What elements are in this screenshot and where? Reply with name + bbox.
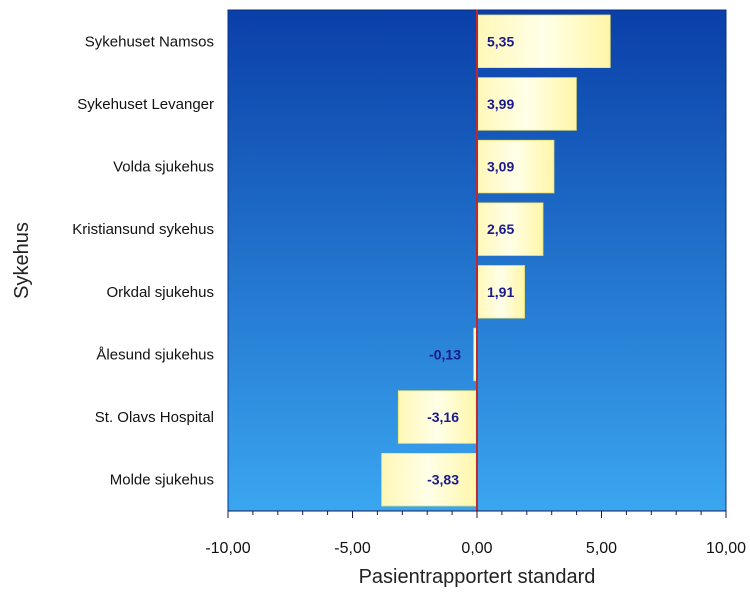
x-tick-label: -5,00 xyxy=(334,540,371,557)
data-labels: 5,35 3,99 3,09 2,65 1,91 -0,13 -3,16 -3,83 xyxy=(427,33,514,487)
data-label: 1,91 xyxy=(487,284,514,300)
bars-group xyxy=(381,14,611,507)
x-tick-label: 0,00 xyxy=(461,540,492,557)
category-label: Orkdal sjukehus xyxy=(106,284,214,301)
category-label: Molde sjukehus xyxy=(110,472,214,489)
bar xyxy=(476,139,555,194)
x-axis-title: Pasientrapportert standard xyxy=(359,566,596,588)
bar xyxy=(381,452,478,507)
x-tick-label: -10,00 xyxy=(205,540,250,557)
data-label: -0,13 xyxy=(429,346,461,362)
data-label: -3,83 xyxy=(427,472,459,488)
bar xyxy=(476,77,577,131)
data-label: 3,09 xyxy=(487,159,514,175)
x-axis-ticks: -10,00 -5,00 0,00 5,00 10,00 xyxy=(205,511,746,557)
category-label: Volda sjukehus xyxy=(113,159,214,176)
data-label: 2,65 xyxy=(487,221,514,237)
category-labels: Sykehuset Namsos Sykehuset Levanger Volda … xyxy=(72,33,214,488)
data-label: 3,99 xyxy=(487,96,514,112)
data-label: -3,16 xyxy=(427,409,459,425)
category-label: Sykehuset Levanger xyxy=(77,96,214,113)
bar xyxy=(397,390,478,444)
category-label: St. Olavs Hospital xyxy=(95,409,214,426)
category-label: Ålesund sjukehus xyxy=(96,346,214,363)
x-tick-label: 10,00 xyxy=(706,540,746,557)
bar xyxy=(476,202,544,256)
y-axis-title: Sykehus xyxy=(11,222,33,299)
data-label: 5,35 xyxy=(487,33,514,49)
category-label: Sykehuset Namsos xyxy=(85,33,214,50)
x-tick-label: 5,00 xyxy=(586,540,617,557)
category-label: Kristiansund sykehus xyxy=(72,221,214,238)
bar xyxy=(476,14,611,69)
